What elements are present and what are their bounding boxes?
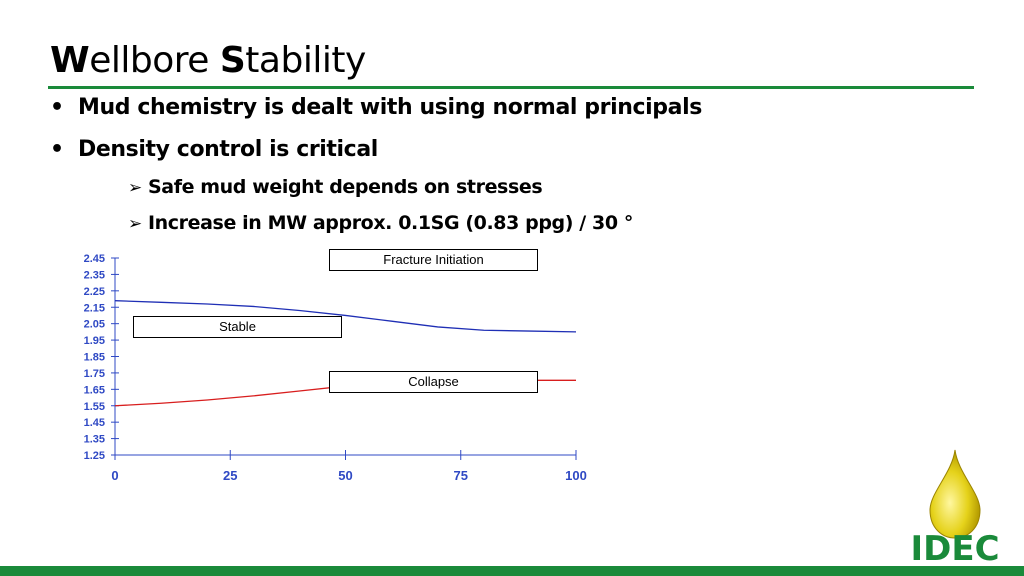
x-tick-label: 75 xyxy=(454,468,468,483)
title-initial-w: W xyxy=(50,40,90,81)
series-line-1 xyxy=(114,300,577,333)
idec-logo: IDEC xyxy=(910,449,1000,568)
arrow-bullet-icon: ➢ xyxy=(128,214,142,234)
annotation-collapse: Collapse xyxy=(329,371,538,393)
y-tick-label: 1.35 xyxy=(84,434,105,446)
y-tick-label: 2.15 xyxy=(84,302,105,314)
title-part-1: ellbore xyxy=(89,40,220,81)
arrow-bullet-icon: ➢ xyxy=(128,178,142,198)
bullet-text: Mud chemistry is dealt with using normal… xyxy=(78,95,702,120)
annotation-stable: Stable xyxy=(133,316,342,338)
oil-drop-icon xyxy=(929,449,981,539)
title-part-2: tability xyxy=(245,40,366,81)
y-tick-label: 1.45 xyxy=(84,417,105,429)
y-tick-label: 1.25 xyxy=(84,450,105,462)
y-tick-label: 2.35 xyxy=(84,269,105,281)
sub-bullet-1: ➢ Safe mud weight depends on stresses xyxy=(128,176,543,198)
sub-bullet-text: Safe mud weight depends on stresses xyxy=(148,176,543,198)
x-tick-label: 25 xyxy=(223,468,237,483)
y-tick-label: 1.55 xyxy=(84,401,105,413)
y-tick-label: 1.65 xyxy=(84,384,105,396)
title-underline xyxy=(48,86,974,89)
y-tick-label: 2.25 xyxy=(84,286,105,298)
mud-weight-chart: 2.45 2.35 2.25 2.15 2.05 1.95 1.85 1.75 1.65 1.55… xyxy=(84,253,587,483)
sub-bullet-text: Increase in MW approx. 0.1SG (0.83 ppg) … xyxy=(148,212,633,234)
annotation-fracture-initiation: Fracture Initiation xyxy=(329,249,538,271)
bullet-dot: • xyxy=(50,137,64,162)
logo-text: IDEC xyxy=(910,529,999,568)
y-tick-label: 2.05 xyxy=(84,319,105,331)
bullet-2: • Density control is critical xyxy=(50,137,378,162)
y-tick-label: 1.85 xyxy=(84,352,105,364)
slide-title: Wellbore Stability xyxy=(50,40,366,81)
sub-bullet-2: ➢ Increase in MW approx. 0.1SG (0.83 ppg)… xyxy=(128,212,633,234)
bullet-text: Density control is critical xyxy=(78,137,378,162)
bullet-dot: • xyxy=(50,95,64,120)
y-tick-label: 1.75 xyxy=(84,368,105,380)
x-tick-label: 100 xyxy=(565,468,587,483)
footer-bar xyxy=(0,566,1024,576)
y-tick-label: 2.45 xyxy=(84,253,105,265)
y-tick-label: 1.95 xyxy=(84,335,105,347)
title-initial-s: S xyxy=(219,40,246,81)
x-tick-label: 50 xyxy=(338,468,352,483)
x-tick-label: 0 xyxy=(111,468,118,483)
bullet-1: • Mud chemistry is dealt with using norma… xyxy=(50,95,702,120)
